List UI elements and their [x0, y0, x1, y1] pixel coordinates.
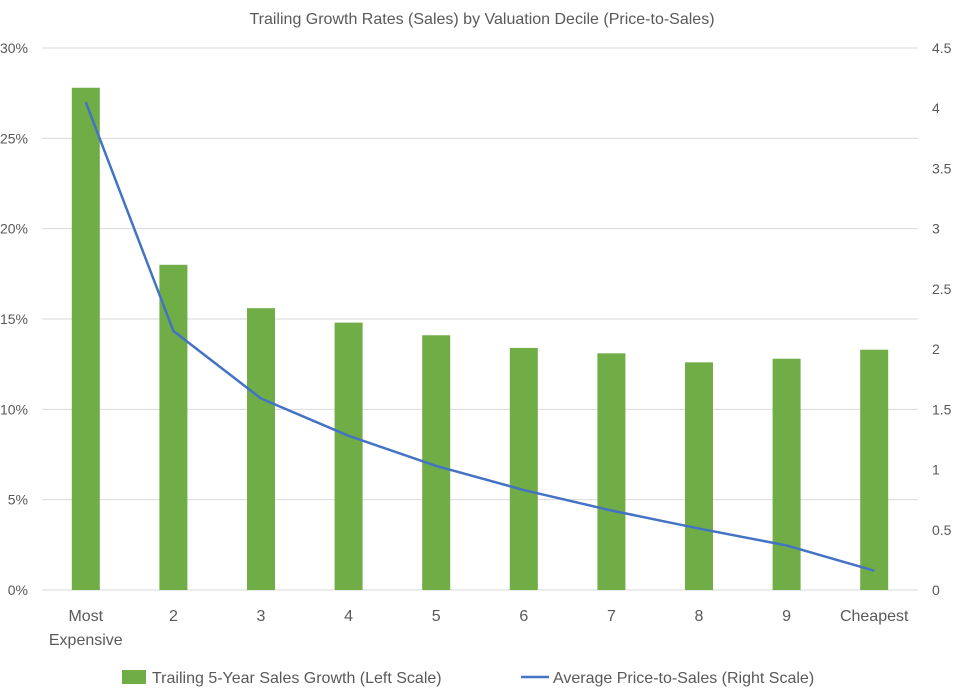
- x-tick-label: 9: [782, 608, 791, 625]
- line-point: [172, 330, 174, 332]
- right-tick-label: 4.5: [932, 40, 952, 56]
- x-tick-label: 4: [344, 608, 353, 625]
- left-tick-label: 0%: [8, 582, 28, 598]
- bar: [71, 87, 100, 590]
- x-axis: Most Expensive 2 3 4 5 6 7 8 9 Cheapest: [49, 608, 909, 649]
- bar: [247, 308, 275, 590]
- bar: [772, 358, 801, 590]
- x-tick-label: Most: [68, 608, 103, 625]
- right-tick-label: 2.5: [932, 281, 952, 297]
- legend-swatch-bar: [122, 670, 146, 684]
- right-tick-label: 3.5: [932, 160, 952, 176]
- left-tick-label: 25%: [0, 130, 28, 146]
- line-point: [348, 435, 350, 437]
- left-tick-label: 10%: [0, 401, 28, 417]
- right-tick-label: 3: [932, 221, 940, 237]
- bar: [685, 362, 713, 590]
- line-point: [85, 101, 87, 103]
- bar: [597, 353, 626, 590]
- right-tick-label: 0.5: [932, 522, 952, 538]
- line-point: [698, 528, 700, 530]
- right-tick-label: 2: [932, 341, 940, 357]
- bar: [334, 322, 363, 590]
- left-tick-label: 30%: [0, 40, 28, 56]
- left-y-axis: 0% 5% 10% 15% 20% 25% 30%: [0, 40, 28, 598]
- left-tick-label: 5%: [8, 492, 28, 508]
- right-y-axis: 0 0.5 1 1.5 2 2.5 3 3.5 4 4.5: [932, 40, 952, 598]
- legend-label-line: Average Price-to-Sales (Right Scale): [553, 670, 814, 687]
- bar: [860, 349, 889, 590]
- chart-title: Trailing Growth Rates (Sales) by Valuati…: [249, 11, 714, 28]
- right-tick-label: 0: [932, 582, 940, 598]
- x-tick-label: 8: [695, 608, 704, 625]
- gridlines: [42, 47, 918, 591]
- left-tick-label: 20%: [0, 221, 28, 237]
- line-series: [84, 101, 875, 572]
- line-point: [435, 465, 437, 467]
- x-tick-label: 6: [519, 608, 528, 625]
- x-tick-label: Expensive: [49, 632, 123, 649]
- right-tick-label: 1.5: [932, 401, 952, 417]
- line-point: [786, 544, 788, 546]
- right-tick-label: 1: [932, 462, 940, 478]
- line-point: [610, 510, 612, 512]
- line-point: [873, 570, 875, 572]
- left-tick-label: 15%: [0, 311, 28, 327]
- line-point: [260, 397, 262, 399]
- x-tick-label: 5: [432, 608, 441, 625]
- line-point: [523, 489, 525, 491]
- x-tick-label: 2: [169, 608, 178, 625]
- legend: Trailing 5-Year Sales Growth (Left Scale…: [122, 670, 814, 687]
- bar: [509, 347, 538, 590]
- x-tick-label: Cheapest: [840, 608, 909, 625]
- bar: [159, 264, 188, 590]
- price-to-sales-line: [84, 101, 875, 572]
- legend-label-bar: Trailing 5-Year Sales Growth (Left Scale…: [152, 670, 442, 687]
- x-tick-label: 7: [607, 608, 616, 625]
- bar-series: [71, 87, 889, 590]
- right-tick-label: 4: [932, 100, 940, 116]
- x-tick-label: 3: [257, 608, 266, 625]
